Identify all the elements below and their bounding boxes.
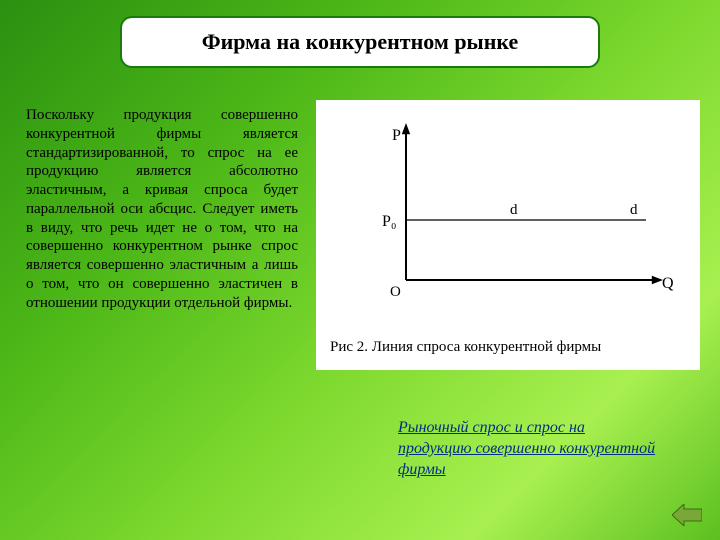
svg-text:Q: Q: [662, 275, 674, 292]
chart-caption: Рис 2. Линия спроса конкурентной фирмы: [330, 339, 601, 356]
slide-title: Фирма на конкурентном рынке: [202, 29, 519, 55]
related-link[interactable]: Рыночный спрос и спрос на продукцию сове…: [398, 418, 660, 480]
svg-text:d: d: [630, 202, 638, 218]
demand-chart-panel: P P₀ O Qd d Рис 2. Линия спроса конкурентной…: [316, 100, 700, 370]
slide: Фирма на конкурентном рынке Поскольку пр…: [0, 0, 720, 540]
body-paragraph: Поскольку продукция совершенно конкурент…: [26, 106, 298, 312]
prev-slide-button[interactable]: [672, 504, 702, 526]
svg-text:d: d: [510, 202, 518, 218]
demand-chart: P P₀ O Qd d: [316, 100, 700, 330]
slide-title-box: Фирма на конкурентном рынке: [120, 16, 600, 68]
svg-text:P₀: P₀: [382, 213, 396, 230]
svg-text:P: P: [392, 127, 401, 144]
svg-text:O: O: [390, 284, 401, 300]
arrow-left-icon: [672, 504, 702, 526]
